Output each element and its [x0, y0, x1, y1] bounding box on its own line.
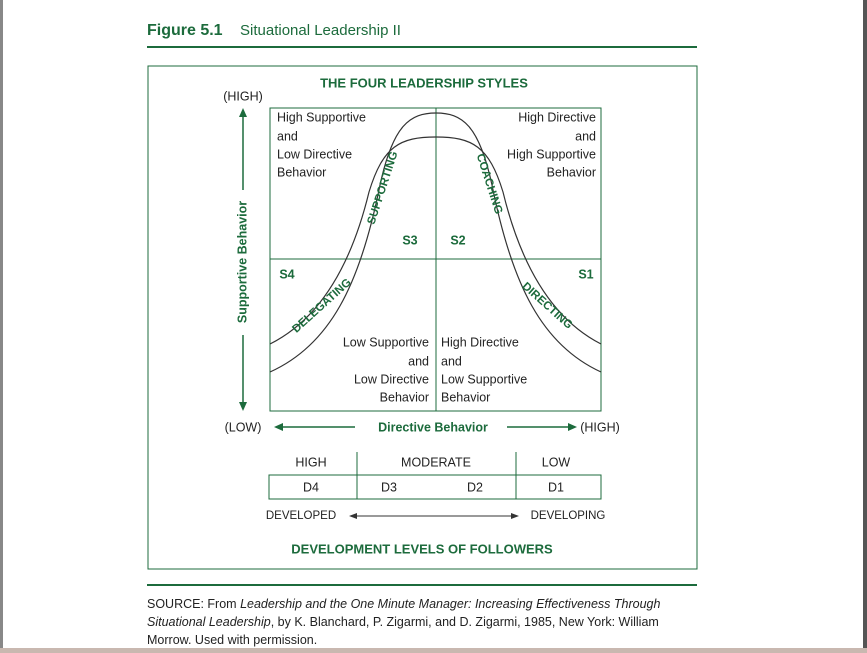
- y-label: Supportive Behavior: [235, 201, 249, 323]
- quadrant-line: and: [277, 129, 298, 143]
- level-label: MODERATE: [401, 455, 471, 469]
- curve-label: DIRECTING: [519, 280, 574, 331]
- stage-box: [268, 474, 602, 500]
- quadrant-line: Behavior: [547, 165, 596, 179]
- x-label: Directive Behavior: [378, 420, 488, 434]
- quadrant-line: High Directive: [518, 110, 596, 124]
- development-title: DEVELOPMENT LEVELS OF FOLLOWERS: [291, 541, 553, 556]
- frame: [147, 65, 698, 570]
- curve-label: COACHING: [474, 152, 505, 215]
- arrowhead: [239, 402, 247, 411]
- quadrant-line: Low Directive: [354, 372, 429, 386]
- curve-label: DELEGATING: [290, 277, 353, 336]
- style-label: S3: [402, 233, 417, 247]
- arrowhead: [239, 108, 247, 117]
- bottom-edge: [0, 648, 867, 653]
- quadrant-line: High Supportive: [507, 147, 596, 161]
- quadrant-line: Behavior: [380, 390, 429, 404]
- style-label: S4: [279, 267, 294, 281]
- stage-label: D4: [303, 480, 319, 494]
- curve-outer: [269, 112, 602, 373]
- x-high: (HIGH): [580, 420, 620, 434]
- stage-label: D3: [381, 480, 397, 494]
- arrowhead: [349, 513, 357, 519]
- source-note: SOURCE: From Leadership and the One Minu…: [147, 595, 699, 649]
- level-label: LOW: [542, 455, 571, 469]
- quadrant-line: Low Directive: [277, 147, 352, 161]
- source-text: , by K. Blanchard, P. Zigarmi, and D. Zi…: [147, 615, 659, 647]
- developing: DEVELOPING: [531, 510, 606, 522]
- developed: DEVELOPED: [266, 510, 336, 522]
- quadrant-text: High Supportive and Low Directive Behavi…: [277, 110, 596, 404]
- quadrant-line: High Directive: [441, 335, 519, 349]
- level-label: HIGH: [295, 455, 326, 469]
- quadrant-line: and: [441, 354, 462, 368]
- right-edge: [863, 0, 867, 653]
- stage-label: D2: [467, 480, 483, 494]
- quadrant-line: High Supportive: [277, 110, 366, 124]
- figure-label: Figure 5.1: [147, 22, 223, 39]
- y-high: (HIGH): [223, 89, 263, 103]
- style-label: S2: [450, 233, 465, 247]
- arrowhead: [511, 513, 519, 519]
- diagram-title: THE FOUR LEADERSHIP STYLES: [320, 75, 528, 90]
- quadrant-line: Low Supportive: [441, 372, 527, 386]
- arrowhead: [274, 423, 283, 431]
- quadrant-line: and: [575, 129, 596, 143]
- source-text: SOURCE: From: [147, 597, 241, 611]
- style-label: S1: [578, 267, 593, 281]
- quadrant-line: Behavior: [277, 165, 326, 179]
- quadrant-line: Low Supportive: [343, 335, 429, 349]
- y-low: (LOW): [225, 420, 262, 434]
- stage-label: D1: [548, 480, 564, 494]
- quadrant-line: Behavior: [441, 390, 490, 404]
- quadrant-line: and: [408, 354, 429, 368]
- source-work: Leadership and the One Minute Manager: I…: [147, 597, 661, 629]
- left-edge: [0, 0, 3, 653]
- arrowhead: [568, 423, 577, 431]
- figure-title: Situational Leadership II: [240, 22, 401, 39]
- curve-inner: [269, 136, 602, 345]
